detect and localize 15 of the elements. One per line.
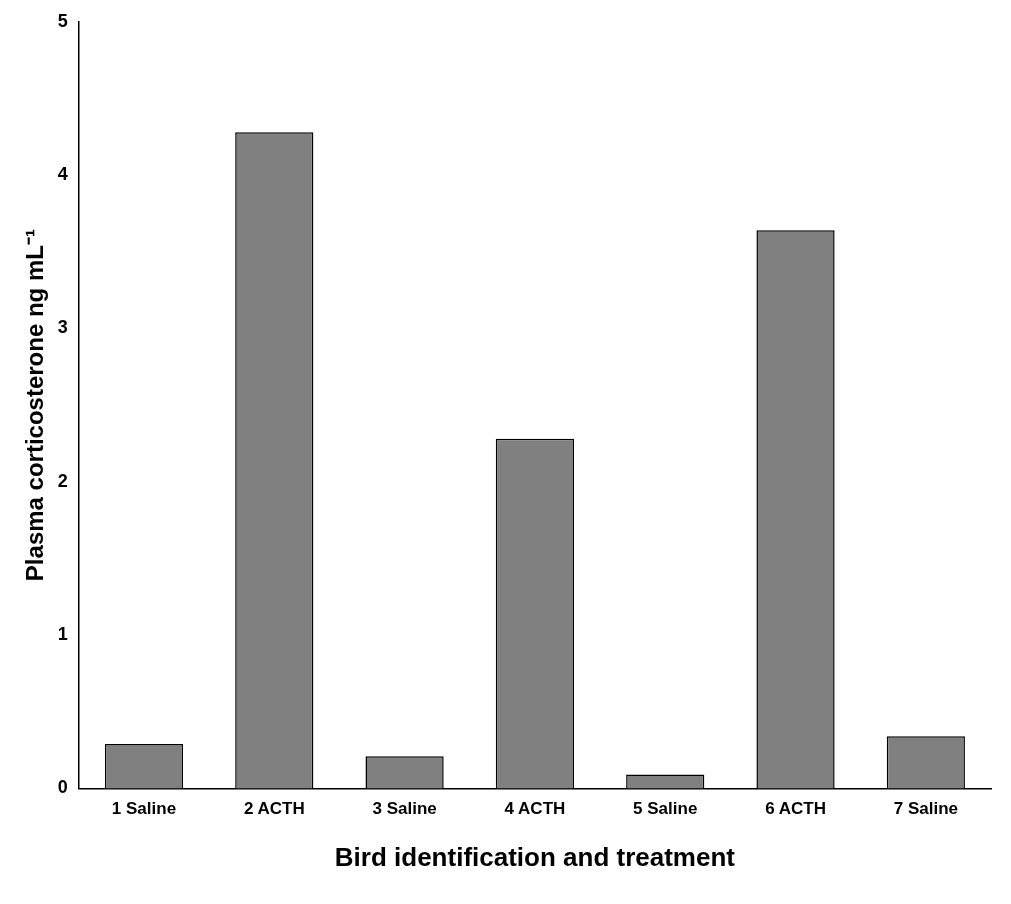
y-tick-label: 1 xyxy=(57,624,68,645)
x-tick-label: 7 Saline xyxy=(893,799,958,819)
x-tick-label: 1 Saline xyxy=(111,799,177,819)
x-axis-title: Bird identification and treatment xyxy=(334,841,736,872)
x-tick-label: 6 ACTH xyxy=(765,799,826,819)
x-tick-label: 2 ACTH xyxy=(243,799,305,819)
y-tick-label: 5 xyxy=(57,10,68,31)
y-tick-label: 2 xyxy=(57,470,68,491)
x-tick-label: 5 Saline xyxy=(633,799,698,819)
y-tick-label: 4 xyxy=(57,164,68,185)
y-tick-label: 0 xyxy=(57,777,68,798)
x-tick-label: 3 Saline xyxy=(372,799,437,819)
y-axis-title: Plasma corticosterone ng mL⁻¹ xyxy=(21,229,49,582)
x-tick-label: 4 ACTH xyxy=(504,799,566,819)
y-tick-label: 3 xyxy=(57,317,68,338)
